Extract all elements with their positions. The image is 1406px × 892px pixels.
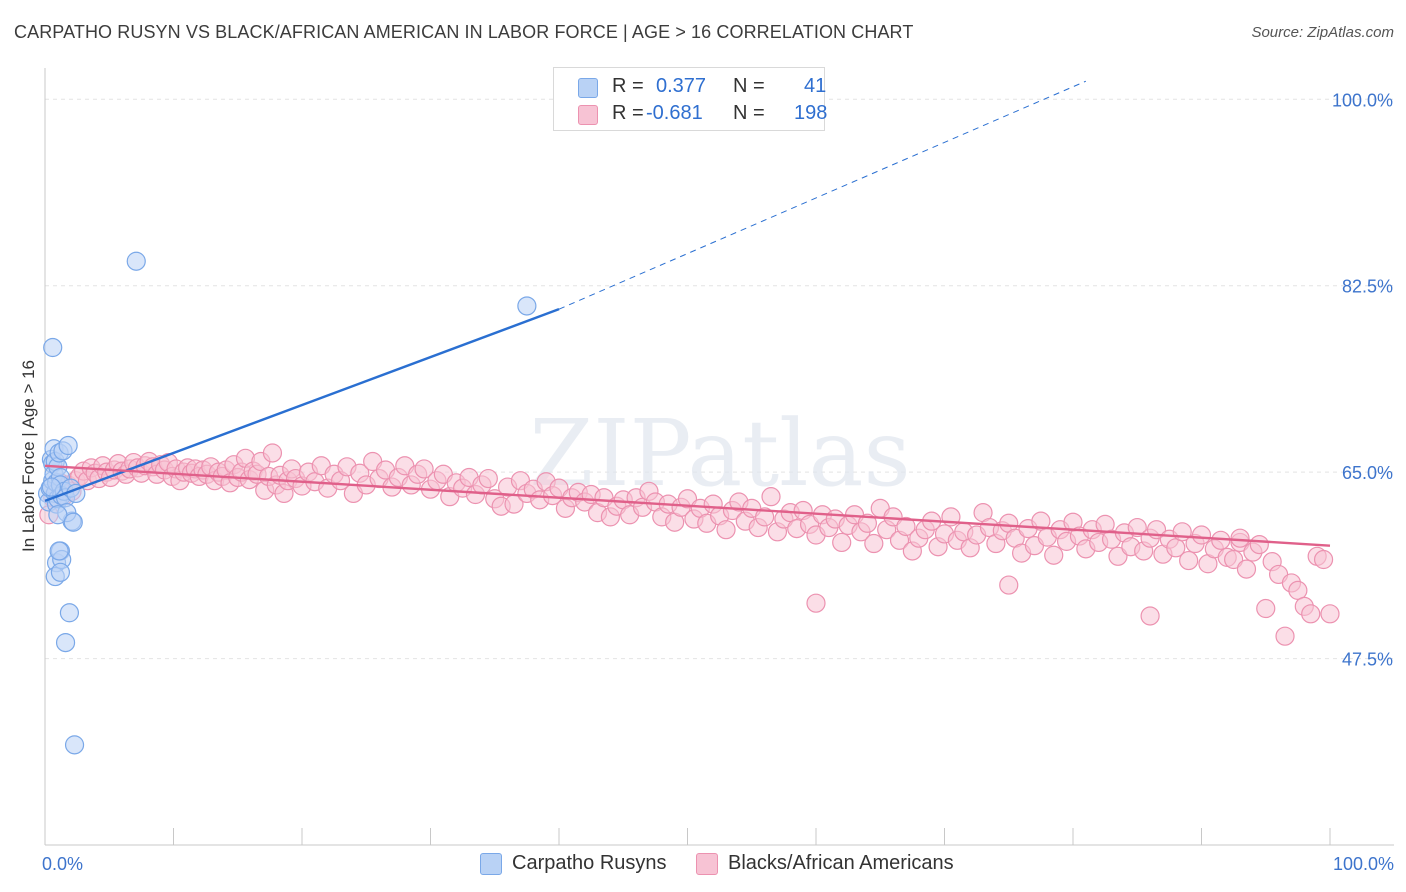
- y-tick-label: 65.0%: [1342, 463, 1393, 483]
- carpatho-point[interactable]: [517, 296, 537, 316]
- y-tick-labels: 100.0% 82.5% 65.0% 47.5%: [1332, 90, 1393, 669]
- blacks-point[interactable]: [806, 593, 826, 613]
- blacks-point[interactable]: [864, 533, 884, 554]
- trend-lines: [44, 80, 1331, 547]
- blacks-point[interactable]: [761, 487, 781, 507]
- blacks-point[interactable]: [999, 575, 1019, 595]
- legend-r-label: R =: [612, 102, 644, 124]
- legend-n-value: 198: [794, 102, 828, 124]
- chart-title: CARPATHO RUSYN VS BLACK/AFRICAN AMERICAN…: [14, 22, 914, 42]
- y-tick-label: 82.5%: [1342, 277, 1393, 297]
- legend-n-value: 41: [804, 75, 827, 97]
- blacks-point[interactable]: [716, 520, 736, 540]
- blacks-point[interactable]: [1256, 598, 1276, 619]
- carpatho-point[interactable]: [41, 477, 62, 497]
- carpatho-trend-extension: [558, 80, 1087, 310]
- carpatho-point[interactable]: [63, 512, 83, 532]
- y-tick-label: 47.5%: [1342, 650, 1393, 670]
- blacks-point[interactable]: [1191, 525, 1212, 545]
- legend-n-label: N =: [733, 102, 765, 124]
- bottom-legend-swatch-carpatho: [480, 853, 502, 875]
- carpatho-point[interactable]: [64, 735, 85, 755]
- legend-r-value: -0.681: [646, 102, 703, 124]
- blacks-point[interactable]: [754, 507, 775, 527]
- blacks-point[interactable]: [1320, 604, 1340, 624]
- carpatho-point[interactable]: [58, 435, 78, 456]
- carpatho-point[interactable]: [49, 541, 69, 561]
- blacks-point[interactable]: [896, 516, 916, 537]
- legend-r-value: 0.377: [656, 75, 707, 97]
- blacks-point[interactable]: [1179, 550, 1199, 571]
- legend-r-label: R =: [612, 75, 644, 97]
- carpatho-trend-line: [44, 308, 560, 503]
- blacks-point[interactable]: [262, 443, 283, 463]
- chart-source: Source: ZipAtlas.com: [1251, 24, 1394, 41]
- x-tick-label-end: 100.0%: [1333, 854, 1394, 874]
- y-axis-label: In Labor Force | Age > 16: [19, 360, 38, 552]
- carpatho-point[interactable]: [50, 562, 71, 582]
- blacks-point[interactable]: [1230, 528, 1250, 548]
- blacks-point[interactable]: [1108, 546, 1128, 566]
- bottom-legend-swatch-blacks: [696, 853, 718, 875]
- legend-swatch-carpatho: [578, 78, 598, 98]
- blacks-point[interactable]: [1275, 626, 1295, 646]
- blacks-trend-line: [44, 464, 1331, 547]
- blacks-point[interactable]: [1249, 534, 1269, 555]
- blacks-point[interactable]: [1313, 549, 1334, 570]
- legend-n-label: N =: [733, 75, 765, 97]
- blacks-point[interactable]: [1224, 549, 1244, 570]
- correlation-legend: R = 0.377 N = 41 R = -0.681 N = 198: [553, 67, 828, 131]
- blacks-point[interactable]: [677, 489, 698, 509]
- blacks-point[interactable]: [414, 459, 434, 479]
- blacks-point[interactable]: [1044, 545, 1064, 565]
- gridlines: [45, 98, 1394, 660]
- carpatho-point[interactable]: [55, 632, 76, 653]
- legend-swatch-blacks: [578, 105, 598, 125]
- bottom-legend-label-carpatho: Carpatho Rusyns: [512, 852, 667, 874]
- y-tick-label: 100.0%: [1332, 90, 1393, 110]
- carpatho-point[interactable]: [59, 603, 80, 623]
- blacks-point[interactable]: [1288, 580, 1308, 600]
- blacks-point[interactable]: [832, 532, 852, 553]
- blacks-point[interactable]: [478, 468, 498, 489]
- series-carpatho-points: [37, 251, 537, 755]
- carpatho-point[interactable]: [48, 505, 68, 525]
- carpatho-point[interactable]: [43, 337, 63, 358]
- blacks-point[interactable]: [1236, 559, 1257, 579]
- carpatho-point[interactable]: [126, 251, 146, 271]
- blacks-point[interactable]: [857, 513, 878, 533]
- blacks-point[interactable]: [1301, 604, 1321, 624]
- bottom-legend-label-blacks: Blacks/African Americans: [728, 852, 954, 874]
- blacks-point[interactable]: [1140, 606, 1160, 626]
- blacks-point[interactable]: [1127, 517, 1147, 538]
- x-tick-label-start: 0.0%: [42, 854, 83, 874]
